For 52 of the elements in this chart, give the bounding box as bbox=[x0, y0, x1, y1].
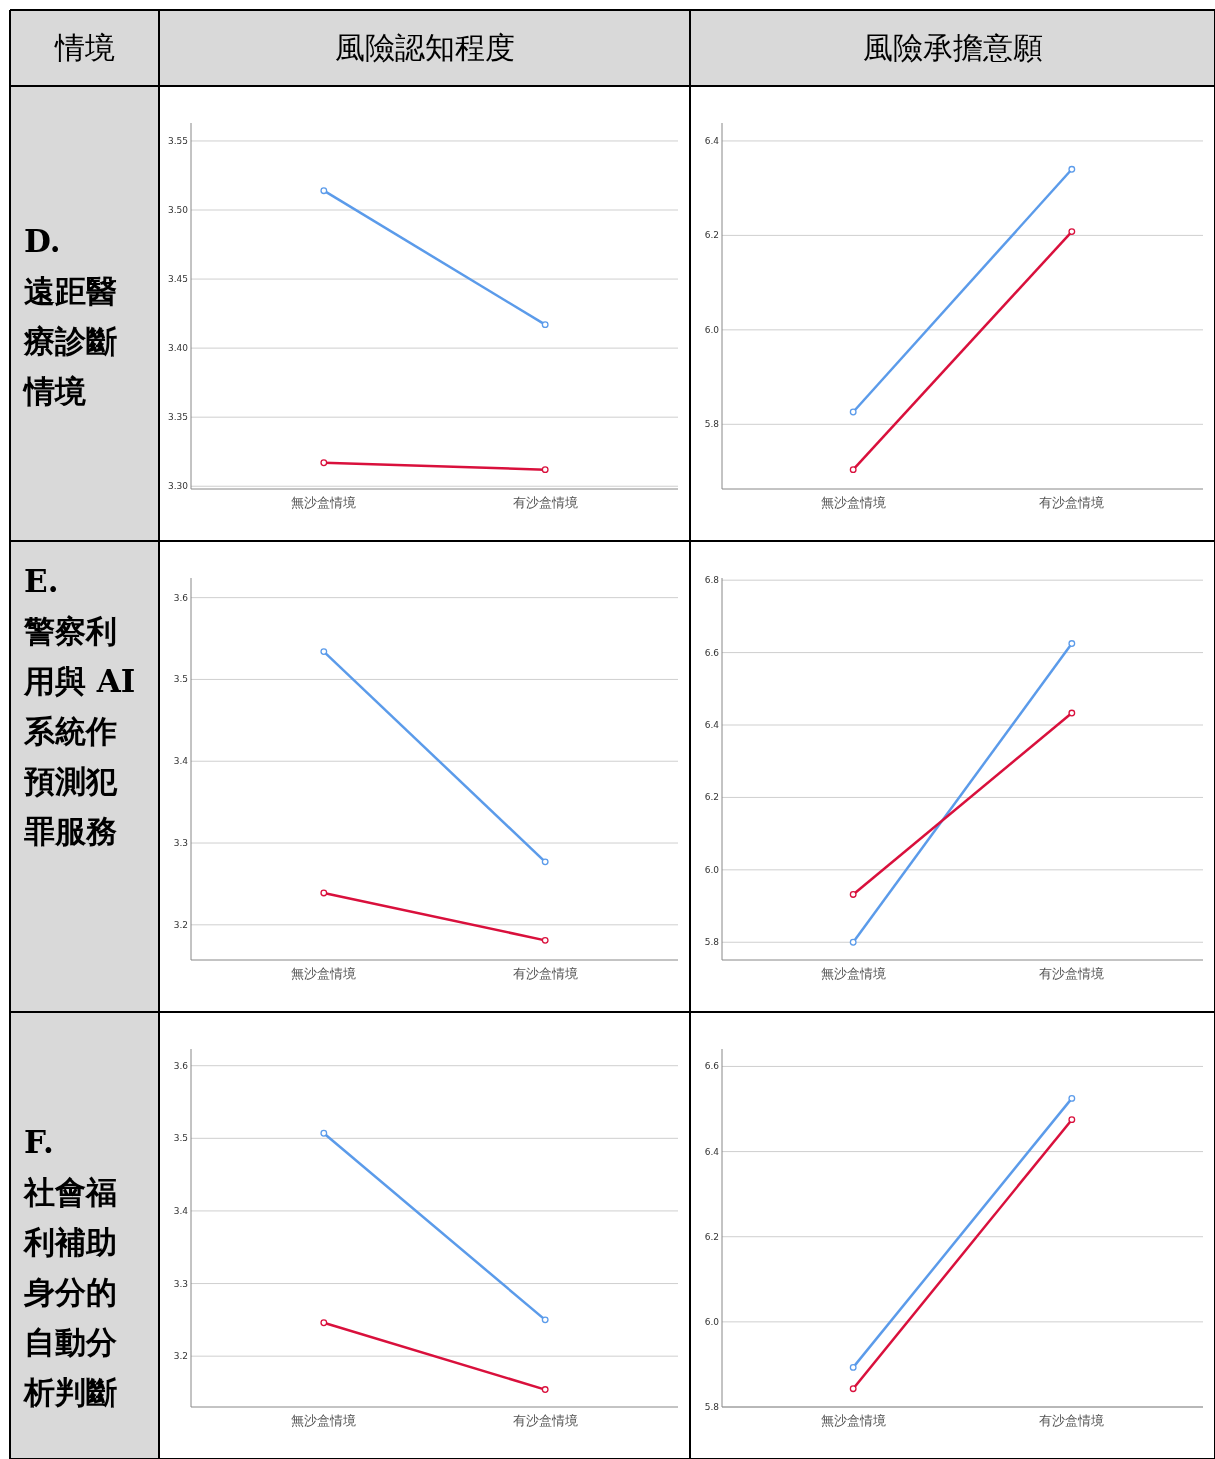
y-tick-label: 6.2 bbox=[704, 792, 719, 803]
text: F. bbox=[24, 1123, 55, 1162]
text: 社會福利補助身分的自動分析判斷 bbox=[24, 1173, 118, 1412]
y-tick-label: 3.40 bbox=[167, 343, 189, 354]
text: 遠距醫療診斷情境 bbox=[24, 272, 118, 411]
y-tick-label: 6.6 bbox=[704, 647, 720, 658]
x-tick-label: 有沙盒情境 bbox=[512, 966, 578, 981]
y-tick-label: 3.6 bbox=[173, 1060, 189, 1071]
y-tick-label: 6.4 bbox=[704, 720, 720, 731]
x-tick-label: 有沙盒情境 bbox=[1039, 966, 1105, 981]
y-tick-label: 3.2 bbox=[173, 1351, 188, 1362]
y-tick-label: 6.4 bbox=[704, 135, 720, 146]
x-tick-label: 無沙盒情境 bbox=[820, 966, 886, 981]
text: E. bbox=[24, 562, 60, 601]
x-tick-label: 無沙盒情境 bbox=[820, 1413, 886, 1428]
y-tick-label: 3.5 bbox=[173, 1133, 188, 1144]
y-tick-label: 3.3 bbox=[173, 838, 188, 849]
y-tick-label: 5.8 bbox=[704, 937, 720, 948]
x-tick-label: 無沙盒情境 bbox=[291, 495, 357, 510]
y-tick-label: 6.0 bbox=[704, 1316, 720, 1327]
x-tick-label: 無沙盒情境 bbox=[291, 1413, 357, 1428]
y-tick-label: 3.50 bbox=[167, 205, 189, 216]
y-tick-label: 3.4 bbox=[173, 1205, 189, 1216]
y-tick-label: 6.4 bbox=[704, 1146, 720, 1157]
y-tick-label: 3.45 bbox=[167, 274, 188, 285]
text: 情境 bbox=[53, 28, 116, 67]
x-tick-label: 有沙盒情境 bbox=[512, 495, 578, 510]
y-tick-label: 6.8 bbox=[704, 575, 720, 586]
y-tick-label: 5.8 bbox=[704, 1402, 720, 1412]
text: 風險認知程度 bbox=[333, 28, 516, 67]
x-tick-label: 有沙盒情境 bbox=[1039, 495, 1105, 510]
y-tick-label: 5.8 bbox=[704, 419, 720, 430]
y-tick-label: 6.6 bbox=[704, 1061, 720, 1072]
x-tick-label: 無沙盒情境 bbox=[291, 966, 357, 981]
y-tick-label: 6.2 bbox=[704, 230, 719, 241]
y-tick-label: 3.30 bbox=[167, 481, 189, 492]
x-tick-label: 無沙盒情境 bbox=[820, 495, 886, 510]
y-tick-label: 3.55 bbox=[167, 135, 188, 146]
x-tick-label: 有沙盒情境 bbox=[1039, 1413, 1105, 1428]
y-tick-label: 3.4 bbox=[173, 756, 189, 767]
text: D. bbox=[24, 222, 62, 261]
text: 風險承擔意願 bbox=[861, 28, 1044, 67]
y-tick-label: 3.6 bbox=[173, 592, 189, 603]
y-tick-label: 6.0 bbox=[704, 324, 720, 335]
y-tick-label: 6.0 bbox=[704, 864, 720, 875]
y-tick-label: 6.2 bbox=[704, 1231, 719, 1242]
y-tick-label: 3.2 bbox=[173, 919, 188, 930]
y-tick-label: 3.3 bbox=[173, 1278, 188, 1289]
text: 警察利用與 AI 系統作預測犯罪服務 bbox=[24, 612, 136, 851]
y-tick-label: 3.35 bbox=[167, 412, 188, 423]
x-tick-label: 有沙盒情境 bbox=[512, 1413, 578, 1428]
y-tick-label: 3.5 bbox=[173, 674, 188, 685]
